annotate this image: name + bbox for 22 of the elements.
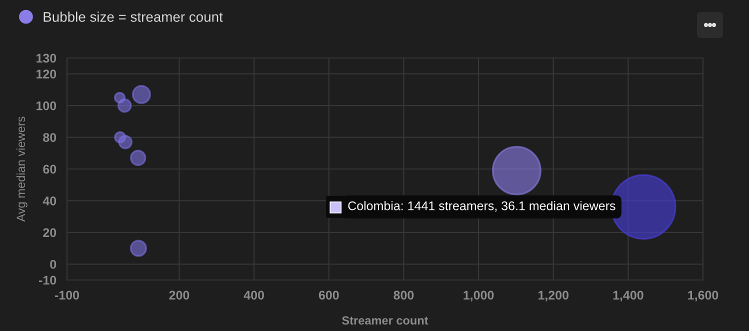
y-tick-label: -10 [39, 276, 56, 285]
y-tick-label: 130 [36, 54, 56, 63]
y-tick-label: 20 [43, 228, 56, 238]
x-tick-label: -100 [54, 290, 79, 300]
y-tick-label: 0 [50, 260, 56, 269]
y-axis-title: Avg median viewers [16, 116, 28, 222]
x-tick-label: 800 [394, 290, 414, 300]
legend-label: Bubble size = streamer count [44, 12, 223, 22]
y-tick-label: 120 [36, 70, 56, 79]
x-axis-title: Streamer count [342, 316, 428, 325]
annotation: Colombia: 1441 streamers, 36.1 median viewers [348, 201, 616, 212]
x-tick-label: 1,400 [613, 290, 644, 302]
x-tick-label: 600 [318, 290, 339, 300]
x-tick-label: 200 [169, 290, 190, 300]
x-tick-label: 400 [244, 290, 264, 300]
x-tick-label: 1,600 [688, 290, 718, 302]
y-tick-label: 40 [42, 196, 56, 206]
y-tick-label: 60 [43, 164, 56, 174]
x-tick-label: 1,000 [464, 290, 494, 302]
x-tick-label: 1,200 [538, 290, 568, 302]
y-tick-label: 80 [43, 133, 56, 142]
y-tick-label: 100 [36, 101, 56, 110]
